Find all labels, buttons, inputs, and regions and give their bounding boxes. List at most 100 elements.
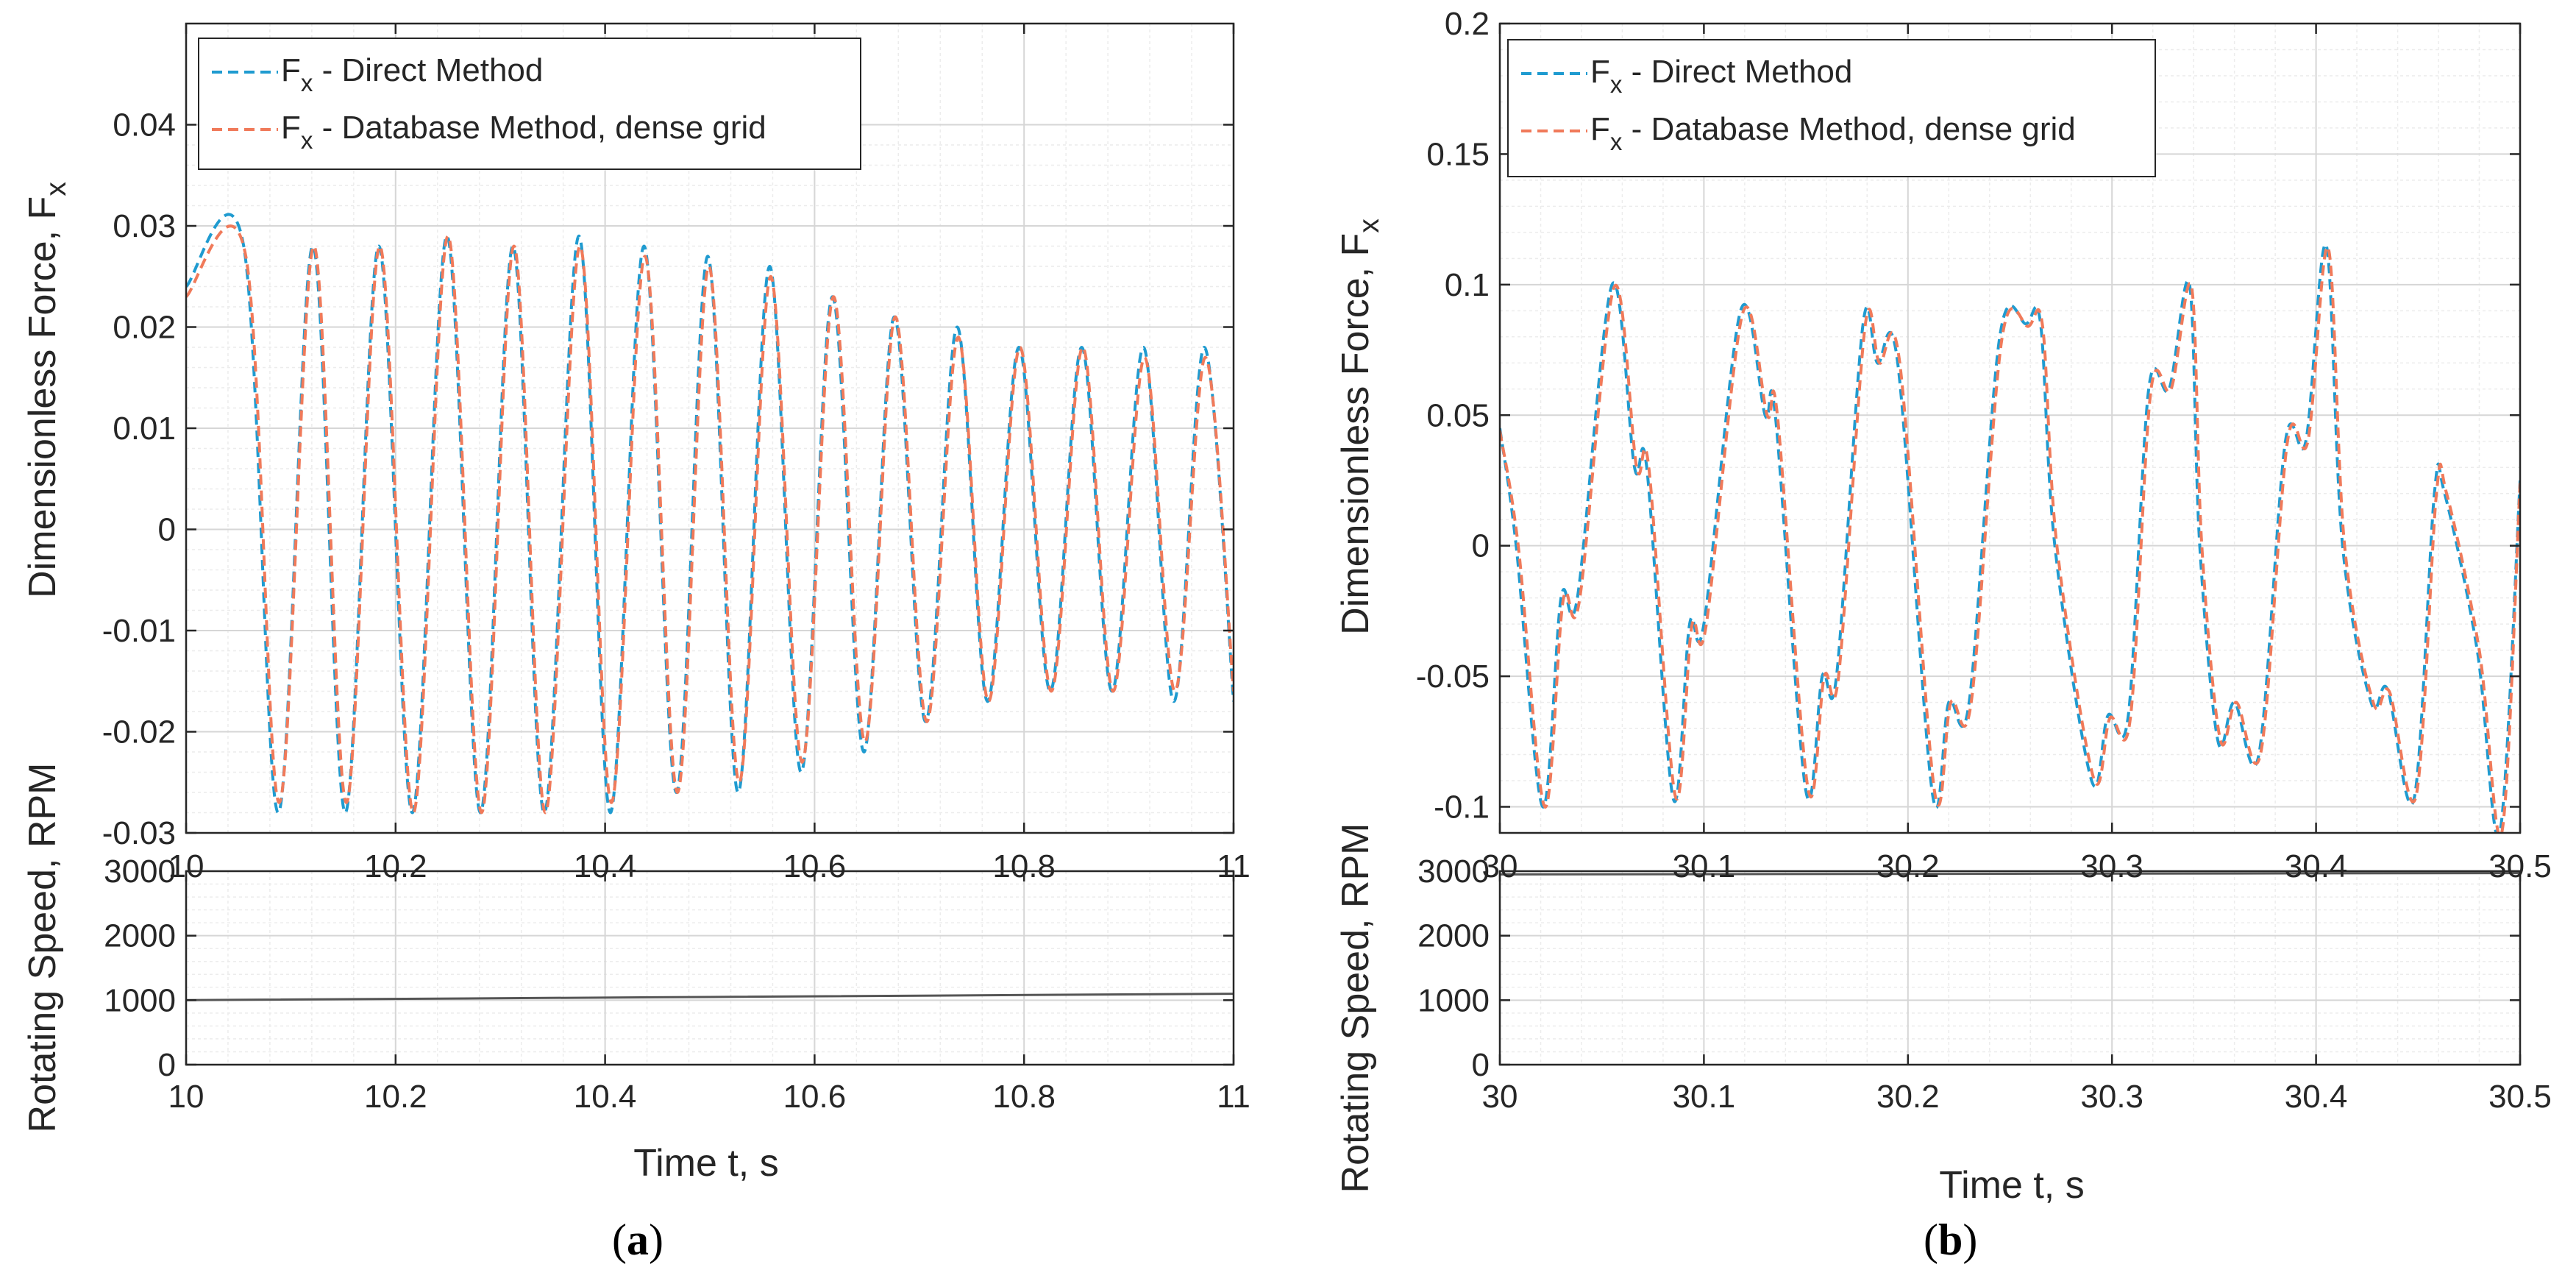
chart-1-force-ytick-label: 0.15	[1426, 136, 1490, 172]
chart-0-rpm-ylabel: Rotating Speed, RPM	[21, 763, 64, 1133]
chart-1-force-ylabel-sub: x	[1353, 219, 1385, 233]
chart-1-rpm-xtick-label: 30	[1482, 1079, 1518, 1115]
chart-0-force-ytick-label: -0.02	[102, 714, 176, 750]
chart-0-rpm-xtick-label: 10.4	[574, 1079, 637, 1115]
chart-1-rpm-ytick-label: 3000	[1417, 854, 1490, 890]
chart-0-force-ylabel-sub: x	[40, 182, 72, 196]
chart-1-force-axes-frame	[1498, 22, 2522, 834]
chart-0-force-xtick-label: 10.2	[364, 848, 427, 884]
chart-1-rpm-ylabel-text: Rotating Speed, RPM	[1334, 823, 1377, 1193]
chart-1-legend-entry-1-prefix: F	[1590, 111, 1610, 147]
chart-0-legend-entry-0-prefix: F	[281, 52, 301, 88]
chart-1-force-ylabel-text: Dimensionless Force, Fx	[1334, 219, 1385, 635]
chart-0-rpm-ytick-label: 1000	[104, 982, 176, 1018]
chart-1-caption-open: (	[1924, 1216, 1938, 1264]
chart-1-force-xtick-label: 30.4	[2285, 848, 2348, 884]
chart-0-rpm-xtick-label: 10	[168, 1079, 204, 1115]
chart-0-force-ylabel: Dimensionless Force, Fx	[21, 182, 72, 598]
chart-0-rpm-xtick-label: 11	[1217, 1079, 1250, 1115]
chart-1-legend-entry-0-text: - Direct Method	[1622, 54, 1852, 90]
chart-1-rpm-xtick-label: 30.2	[1876, 1079, 1940, 1115]
chart-1-rpm-ylabel-main: Rotating Speed, RPM	[1334, 823, 1377, 1193]
chart-0-force-ylabel-text: Dimensionless Force, Fx	[21, 182, 72, 598]
chart-1-force-ytick-label: 0.2	[1445, 6, 1490, 42]
chart-1-caption: (b)	[1924, 1216, 1977, 1264]
chart-1-force-ytick-label: 0.1	[1445, 267, 1490, 303]
chart-0-rpm-ytick-label: 3000	[104, 854, 176, 890]
chart-0-legend-box	[198, 38, 861, 170]
chart-1-rpm-ytick-label: 1000	[1417, 982, 1490, 1018]
chart-1-rpm-series-0-line	[1500, 872, 2520, 876]
chart-0-force-xtick-label: 10.6	[783, 848, 847, 884]
chart-1-force-xtick-label: 30	[1482, 848, 1518, 884]
chart-0-force-series-1-line	[186, 224, 1234, 815]
chart-1-legend-entry-0: Fx - Direct Method	[1590, 54, 1852, 98]
chart-1-rpm-ytick-label: 0	[1472, 1047, 1490, 1083]
chart-0-caption-close: )	[649, 1216, 663, 1264]
chart-0-force-xtick-label: 10.8	[992, 848, 1056, 884]
chart-1-rpm-ytick-label: 2000	[1417, 918, 1490, 954]
chart-0-force-xtick-label: 10	[168, 848, 204, 884]
chart-0-caption-letter: a	[627, 1216, 649, 1264]
chart-0-force-ytick-label: -0.03	[102, 815, 176, 851]
chart-1-force-xtick-label: 30.3	[2080, 848, 2143, 884]
chart-0-legend-entry-1: Fx - Database Method, dense grid	[281, 110, 766, 154]
chart-0-xlabel: Time t, s	[633, 1142, 778, 1185]
chart-1-force-ytick-label: 0	[1472, 528, 1490, 564]
chart-0-caption: (a)	[612, 1216, 663, 1264]
chart-0-force-ytick-label: 0	[158, 512, 176, 548]
chart-1-rpm-xtick-label: 30.1	[1673, 1079, 1736, 1115]
chart-0-legend-entry-0: Fx - Direct Method	[281, 52, 543, 96]
chart-1-caption-close: )	[1963, 1216, 1977, 1264]
chart-0-caption-open: (	[612, 1216, 627, 1264]
chart-1-rpm-xtick-label: 30.3	[2080, 1079, 2143, 1115]
chart-1-rpm-xtick-label: 30.5	[2488, 1079, 2552, 1115]
chart-0-force-ytick-label: 0.02	[113, 310, 176, 346]
chart-1-force-ytick-label: -0.05	[1416, 659, 1490, 695]
chart-0-legend-entry-0-text: - Direct Method	[313, 52, 543, 88]
chart-1-force-ytick-label: -0.1	[1434, 789, 1490, 826]
chart-1-legend-entry-1-sub: x	[1610, 128, 1623, 155]
chart-0-force-ytick-label: 0.01	[113, 411, 176, 447]
chart-1-force-ylabel-main: Dimensionless Force, F	[1334, 233, 1377, 635]
chart-0-force-ylabel-main: Dimensionless Force, F	[21, 196, 64, 598]
chart-1-force-xtick-label: 30.1	[1673, 848, 1736, 884]
chart-1-force-xtick-label: 30.5	[2488, 848, 2552, 884]
chart-0-rpm-xtick-label: 10.2	[364, 1079, 427, 1115]
chart-0-legend-entry-0-sub: x	[301, 69, 313, 96]
chart-0-rpm-ytick-label: 0	[158, 1047, 176, 1083]
chart-1-force-ytick-label: 0.05	[1426, 397, 1490, 433]
chart-1-legend-entry-1-text: - Database Method, dense grid	[1622, 111, 2075, 147]
chart-1-legend-box	[1507, 39, 2156, 177]
chart-1-rpm-xtick-label: 30.4	[2285, 1079, 2348, 1115]
chart-0-legend-entry-1-text: - Database Method, dense grid	[313, 110, 766, 146]
chart-0-force-ytick-label: -0.01	[102, 613, 176, 649]
chart-1-legend-entry-0-prefix: F	[1590, 54, 1610, 90]
chart-0-rpm-ylabel-text: Rotating Speed, RPM	[21, 763, 64, 1133]
chart-1-legend-entry-1: Fx - Database Method, dense grid	[1590, 111, 2076, 155]
chart-1-force-ylabel: Dimensionless Force, Fx	[1334, 219, 1385, 635]
chart-0-rpm-ytick-label: 2000	[104, 918, 176, 954]
chart-0-force-ytick-label: 0.03	[113, 208, 176, 244]
chart-0-rpm-ylabel-main: Rotating Speed, RPM	[21, 763, 64, 1133]
chart-0-legend-entry-1-prefix: F	[281, 110, 301, 146]
chart-1-legend-entry-0-sub: x	[1610, 71, 1623, 98]
chart-0-force-ytick-label: 0.04	[113, 107, 176, 143]
chart-1-rpm-axes-frame	[1498, 870, 2522, 1066]
chart-0-rpm-xtick-label: 10.6	[783, 1079, 847, 1115]
chart-1-force-series-1-line	[1500, 245, 2520, 833]
chart-0-rpm-series-0-line	[186, 993, 1234, 1001]
chart-1-force-series-0-line	[1500, 243, 2520, 833]
chart-0-force-xtick-label: 10.4	[574, 848, 637, 884]
chart-1-xlabel: Time t, s	[1939, 1164, 2084, 1207]
chart-1-force-xtick-label: 30.2	[1876, 848, 1940, 884]
chart-1-caption-letter: b	[1938, 1216, 1963, 1264]
chart-0-rpm-xtick-label: 10.8	[992, 1079, 1056, 1115]
chart-0-force-xtick-label: 11	[1217, 848, 1250, 884]
chart-1-rpm-ylabel: Rotating Speed, RPM	[1334, 823, 1377, 1193]
chart-0-rpm-axes-frame	[185, 870, 1235, 1066]
